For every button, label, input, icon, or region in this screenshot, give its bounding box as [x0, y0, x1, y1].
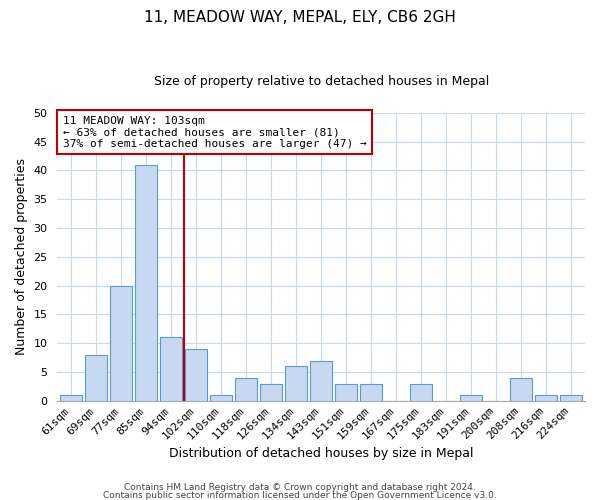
X-axis label: Distribution of detached houses by size in Mepal: Distribution of detached houses by size … — [169, 447, 473, 460]
Text: 11 MEADOW WAY: 103sqm
← 63% of detached houses are smaller (81)
37% of semi-deta: 11 MEADOW WAY: 103sqm ← 63% of detached … — [62, 116, 367, 149]
Y-axis label: Number of detached properties: Number of detached properties — [15, 158, 28, 356]
Bar — [510, 378, 532, 401]
Bar — [160, 338, 182, 401]
Text: Contains public sector information licensed under the Open Government Licence v3: Contains public sector information licen… — [103, 490, 497, 500]
Bar — [135, 164, 157, 401]
Bar — [460, 395, 482, 401]
Bar — [310, 360, 332, 401]
Bar — [60, 395, 82, 401]
Bar — [185, 349, 208, 401]
Text: Contains HM Land Registry data © Crown copyright and database right 2024.: Contains HM Land Registry data © Crown c… — [124, 484, 476, 492]
Bar — [285, 366, 307, 401]
Bar — [260, 384, 283, 401]
Text: 11, MEADOW WAY, MEPAL, ELY, CB6 2GH: 11, MEADOW WAY, MEPAL, ELY, CB6 2GH — [144, 10, 456, 25]
Bar — [210, 395, 232, 401]
Title: Size of property relative to detached houses in Mepal: Size of property relative to detached ho… — [154, 75, 489, 88]
Bar — [235, 378, 257, 401]
Bar — [335, 384, 358, 401]
Bar — [535, 395, 557, 401]
Bar — [85, 355, 107, 401]
Bar — [560, 395, 583, 401]
Bar — [360, 384, 382, 401]
Bar — [410, 384, 433, 401]
Bar — [110, 286, 133, 401]
